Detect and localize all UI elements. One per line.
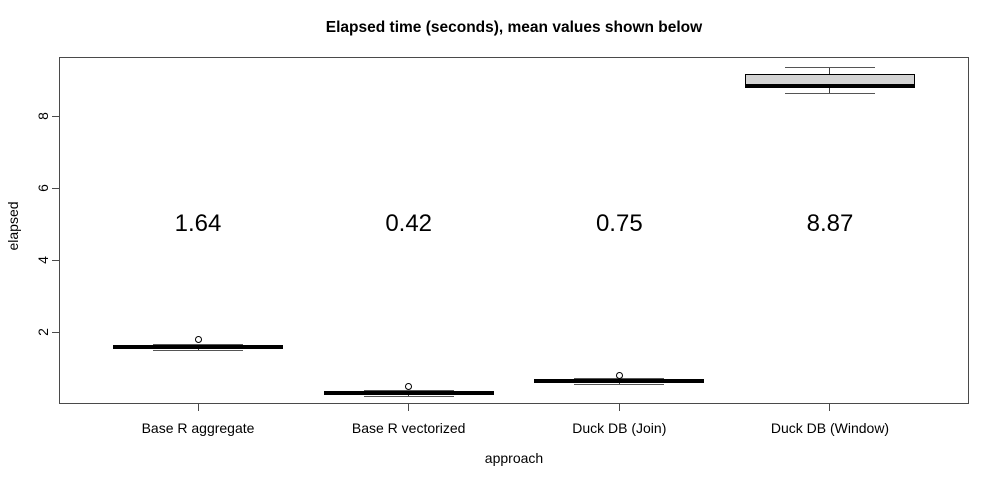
x-tick (618, 404, 620, 411)
whisker-cap (574, 383, 665, 385)
x-category-label: Duck DB (Window) (770, 420, 890, 436)
median-line (535, 379, 704, 383)
outlier-point (615, 372, 623, 380)
x-tick (197, 404, 199, 411)
whisker-line (197, 348, 199, 350)
mean-value-label: 1.64 (174, 210, 222, 238)
x-category-label: Duck DB (Join) (572, 420, 667, 436)
whisker-cap (784, 93, 875, 95)
whisker-cap (153, 344, 244, 346)
mean-value-label: 0.42 (385, 210, 433, 238)
chart-title: Elapsed time (seconds), mean values show… (325, 19, 703, 36)
whisker-cap (363, 395, 454, 397)
median-line (745, 83, 914, 87)
x-category-label: Base R vectorized (351, 420, 466, 436)
whisker-line (408, 395, 410, 396)
x-tick (408, 404, 410, 411)
x-tick (829, 404, 831, 411)
y-tick (52, 331, 59, 333)
y-tick (52, 187, 59, 189)
median-line (114, 345, 283, 349)
x-category-label: Base R aggregate (141, 420, 255, 436)
whisker-cap (363, 390, 454, 392)
y-tick (52, 259, 59, 261)
whisker-cap (784, 67, 875, 69)
outlier-point (405, 382, 413, 390)
whisker-line (829, 87, 831, 94)
whisker-cap (153, 350, 244, 351)
mean-value-label: 0.75 (595, 210, 643, 238)
whisker-line (829, 67, 831, 74)
mean-value-label: 8.87 (806, 210, 854, 238)
whisker-line (618, 383, 620, 385)
outlier-point (194, 336, 202, 344)
median-line (324, 391, 493, 395)
y-tick (52, 115, 59, 117)
x-axis-label: approach (484, 450, 544, 466)
